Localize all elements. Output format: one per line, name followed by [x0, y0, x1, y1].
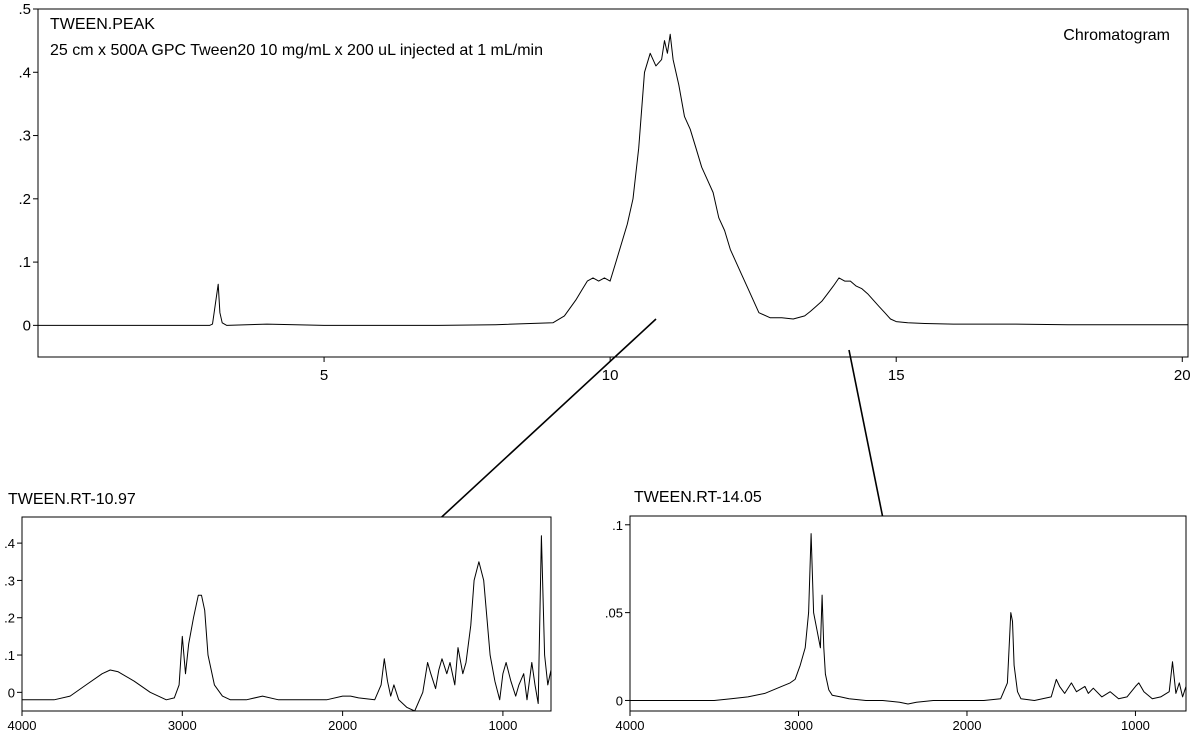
- spectrum-rt-10-97-y-tick-label: .1: [4, 648, 15, 663]
- spectrum-left-panel: TWEEN.RT-10.97 4000 3000 2000 1000 0 .1 .2 .3 .4: [4, 491, 551, 733]
- spectrum-rt-14-05-y-tick-label: .05: [605, 606, 623, 621]
- chromatogram-y-tick-label: .1: [18, 254, 31, 271]
- spectrum-right-panel: TWEEN.RT-14.05 4000 3000 2000 1000 0 .05 .1: [605, 489, 1186, 733]
- spectrum-rt-14-05-x-tick-label: 1000: [1121, 718, 1150, 733]
- spectrum-right-title: TWEEN.RT-14.05: [634, 489, 762, 506]
- spectrum-rt-10-97-y-tick-label: 0: [8, 685, 15, 700]
- chromatogram-x-tick-label: 15: [888, 367, 905, 384]
- spectrum-rt-10-97-x-tick-label: 1000: [488, 718, 517, 733]
- spectrum-rt-14-05-y-tick-label: 0: [616, 693, 623, 708]
- spectrum-rt-10-97-y-tick-label: .2: [4, 611, 15, 626]
- spectrum-left-title: TWEEN.RT-10.97: [8, 491, 136, 508]
- chromatogram-x-tick-label: 20: [1174, 367, 1191, 384]
- spectrum-rt-14-05-x-tick-label: 2000: [953, 718, 982, 733]
- spectrum-rt-14-05-y-tick-label: .1: [612, 518, 623, 533]
- spectrum-rt-14-05-x-tick-label: 3000: [784, 718, 813, 733]
- chromatogram-panel: 5 10 15 20 0 .1 .2 .3 .4 .5 TWEEN.PEAK 25 cm x 50…: [18, 1, 1190, 384]
- spectrum-right-plot-frame: [630, 516, 1186, 711]
- spectrum-rt-14-05-x-tick-label: 4000: [616, 718, 645, 733]
- spectrum-rt-10-97-x-tick-label: 3000: [168, 718, 197, 733]
- chromatogram-y-tick-label: .2: [18, 191, 31, 208]
- chromatogram-y-tick-label: 0: [23, 317, 31, 334]
- chromatogram-x-tick-label: 5: [320, 367, 328, 384]
- spectrum-rt-10-97-x-tick-label: 2000: [328, 718, 357, 733]
- chromatogram-y-tick-label: .5: [18, 1, 31, 18]
- chromatogram-subtitle: 25 cm x 500A GPC Tween20 10 mg/mL x 200 …: [50, 42, 543, 59]
- chromatogram-y-tick-label: .4: [18, 64, 31, 81]
- chromatogram-y-tick-label: .3: [18, 128, 31, 145]
- chromatogram-plot-frame: [38, 9, 1188, 357]
- chromatogram-title: TWEEN.PEAK: [50, 16, 155, 33]
- spectrum-rt-10-97-x-tick-label: 4000: [8, 718, 37, 733]
- spectrum-rt-10-97-y-tick-label: .4: [4, 536, 15, 551]
- chromatogram-label: Chromatogram: [1063, 27, 1170, 44]
- spectrum-rt-10-97-y-tick-label: .3: [4, 573, 15, 588]
- chromatogram-x-tick-label: 10: [602, 367, 619, 384]
